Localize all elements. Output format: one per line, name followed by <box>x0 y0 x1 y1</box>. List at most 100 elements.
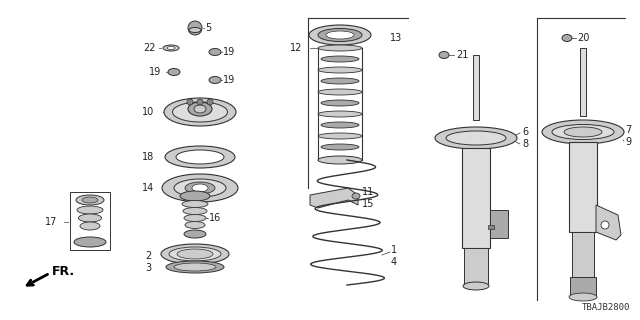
Ellipse shape <box>439 52 449 59</box>
Ellipse shape <box>321 100 359 106</box>
Text: 19: 19 <box>223 47 236 57</box>
Text: 13: 13 <box>390 33 403 43</box>
Text: 6: 6 <box>522 127 528 137</box>
Ellipse shape <box>185 182 215 194</box>
Ellipse shape <box>177 249 213 259</box>
Ellipse shape <box>184 214 206 221</box>
Text: 9: 9 <box>625 137 631 147</box>
Bar <box>488 225 494 229</box>
Ellipse shape <box>77 206 103 214</box>
Bar <box>462 148 490 248</box>
Ellipse shape <box>80 222 100 230</box>
Ellipse shape <box>352 193 360 199</box>
Ellipse shape <box>446 131 506 145</box>
Text: 10: 10 <box>142 107 154 117</box>
Ellipse shape <box>176 150 224 164</box>
Ellipse shape <box>168 68 180 76</box>
Ellipse shape <box>163 45 179 51</box>
Bar <box>70 192 110 250</box>
Ellipse shape <box>318 45 362 51</box>
Text: 5: 5 <box>205 23 211 33</box>
Ellipse shape <box>318 111 362 117</box>
Ellipse shape <box>209 49 221 55</box>
Text: 12: 12 <box>290 43 302 53</box>
Ellipse shape <box>326 31 354 39</box>
Ellipse shape <box>174 179 226 197</box>
Circle shape <box>207 99 213 105</box>
Text: 2: 2 <box>145 251 151 261</box>
Polygon shape <box>596 205 621 240</box>
Ellipse shape <box>318 89 362 95</box>
Text: 22: 22 <box>143 43 156 53</box>
Ellipse shape <box>318 67 362 73</box>
Ellipse shape <box>173 102 227 122</box>
Text: 19: 19 <box>223 75 236 85</box>
Ellipse shape <box>167 46 175 50</box>
Ellipse shape <box>188 102 212 116</box>
Ellipse shape <box>309 25 371 45</box>
Text: 15: 15 <box>362 199 374 209</box>
Ellipse shape <box>435 127 517 149</box>
Ellipse shape <box>76 195 104 205</box>
Polygon shape <box>310 188 358 208</box>
Text: TBAJB2800: TBAJB2800 <box>582 303 630 312</box>
Bar <box>464 248 488 286</box>
Ellipse shape <box>79 214 102 222</box>
Text: 8: 8 <box>522 139 528 149</box>
Ellipse shape <box>74 237 106 247</box>
Text: 19: 19 <box>149 67 161 77</box>
Ellipse shape <box>318 133 362 139</box>
Bar <box>473 55 479 120</box>
Ellipse shape <box>161 244 229 264</box>
Ellipse shape <box>321 144 359 150</box>
Ellipse shape <box>165 146 235 168</box>
Ellipse shape <box>162 174 238 202</box>
Circle shape <box>187 99 193 105</box>
Bar <box>569 142 597 232</box>
Circle shape <box>197 99 203 105</box>
Text: 7: 7 <box>625 125 631 135</box>
Text: 1: 1 <box>391 245 397 255</box>
Ellipse shape <box>564 127 602 137</box>
Bar <box>570 277 596 297</box>
Ellipse shape <box>552 124 614 140</box>
Ellipse shape <box>321 78 359 84</box>
Ellipse shape <box>321 56 359 62</box>
Ellipse shape <box>164 98 236 126</box>
Ellipse shape <box>184 230 206 238</box>
Ellipse shape <box>562 35 572 42</box>
Bar <box>580 48 586 116</box>
Ellipse shape <box>209 76 221 84</box>
Ellipse shape <box>318 156 362 164</box>
Ellipse shape <box>183 207 207 214</box>
Ellipse shape <box>189 28 201 33</box>
Ellipse shape <box>321 122 359 128</box>
Ellipse shape <box>166 261 224 273</box>
Text: 3: 3 <box>145 263 151 273</box>
Text: 14: 14 <box>142 183 154 193</box>
Ellipse shape <box>542 120 624 144</box>
Text: 17: 17 <box>45 217 58 227</box>
Ellipse shape <box>182 201 208 207</box>
Ellipse shape <box>318 28 362 42</box>
Ellipse shape <box>169 247 221 261</box>
Text: 18: 18 <box>142 152 154 162</box>
Ellipse shape <box>194 105 206 113</box>
Ellipse shape <box>82 197 98 203</box>
Text: 21: 21 <box>456 50 468 60</box>
Text: FR.: FR. <box>52 265 75 278</box>
Ellipse shape <box>180 191 210 201</box>
Ellipse shape <box>569 293 597 301</box>
Ellipse shape <box>174 263 216 271</box>
Ellipse shape <box>185 221 205 228</box>
Bar <box>572 232 594 277</box>
Text: 4: 4 <box>391 257 397 267</box>
Circle shape <box>188 21 202 35</box>
Ellipse shape <box>192 184 208 192</box>
Ellipse shape <box>463 282 489 290</box>
Text: 20: 20 <box>577 33 589 43</box>
Text: 16: 16 <box>209 213 221 223</box>
Text: 11: 11 <box>362 187 374 197</box>
Bar <box>490 210 508 238</box>
Circle shape <box>601 221 609 229</box>
